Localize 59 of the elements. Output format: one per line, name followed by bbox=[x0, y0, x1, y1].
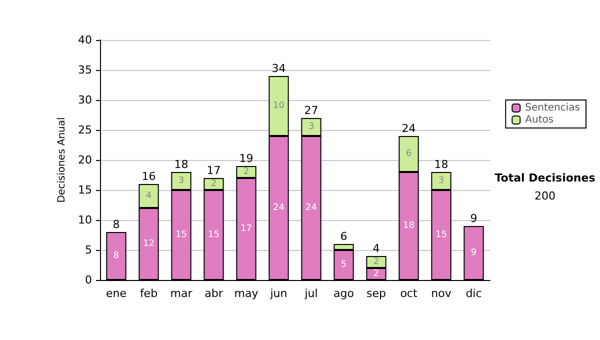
data-label: 12 bbox=[143, 239, 154, 249]
data-label: 5 bbox=[340, 260, 347, 270]
x-tick-label: jun bbox=[269, 287, 288, 300]
legend-label: Sentencias bbox=[525, 102, 580, 114]
data-label: 6 bbox=[406, 149, 412, 159]
total-label: 18 bbox=[434, 158, 448, 171]
data-label: 18 bbox=[403, 221, 415, 231]
y-tick-label: 25 bbox=[78, 124, 92, 136]
total-label: 27 bbox=[304, 104, 318, 117]
data-label: 2 bbox=[210, 179, 217, 189]
x-tick-label: oct bbox=[400, 287, 418, 300]
x-tick-label: mar bbox=[170, 287, 193, 300]
y-axis-title: Decisiones Anual bbox=[56, 117, 68, 203]
total-label: 6 bbox=[340, 230, 348, 243]
x-tick-label: abr bbox=[204, 287, 224, 300]
data-label: 3 bbox=[178, 176, 184, 186]
y-tick-label: 15 bbox=[78, 184, 92, 196]
total-label: 24 bbox=[402, 122, 416, 135]
x-tick-label: nov bbox=[431, 287, 452, 300]
y-tick-label: 5 bbox=[85, 244, 92, 256]
x-tick-label: dic bbox=[466, 287, 482, 300]
x-tick-label: ago bbox=[334, 287, 354, 300]
x-tick-label: may bbox=[234, 287, 259, 300]
y-tick-label: 30 bbox=[78, 94, 92, 106]
data-label: 4 bbox=[146, 191, 152, 201]
data-label: 2 bbox=[243, 167, 250, 177]
data-label: 3 bbox=[308, 122, 314, 132]
x-tick-label: sep bbox=[366, 287, 386, 300]
data-label: 24 bbox=[306, 203, 318, 213]
y-tick-label: 10 bbox=[78, 214, 92, 226]
data-label: 2 bbox=[373, 257, 380, 267]
data-label: 3 bbox=[438, 176, 444, 186]
y-tick-label: 20 bbox=[78, 154, 92, 166]
x-tick-label: ene bbox=[106, 287, 127, 300]
data-label: 17 bbox=[240, 224, 252, 234]
data-label: 9 bbox=[470, 248, 477, 258]
y-tick-label: 40 bbox=[78, 34, 92, 46]
legend-label: Autos bbox=[525, 114, 554, 126]
data-label: 15 bbox=[176, 230, 187, 240]
x-tick-label: feb bbox=[140, 287, 158, 300]
total-label: 4 bbox=[372, 242, 380, 255]
x-tick-label: jul bbox=[304, 287, 318, 300]
y-tick-label: 35 bbox=[78, 64, 92, 76]
data-label: 24 bbox=[273, 203, 285, 213]
data-label: 8 bbox=[113, 251, 120, 261]
text: 200 bbox=[534, 190, 556, 202]
total-label: 34 bbox=[272, 62, 286, 75]
text: Total Decisiones bbox=[494, 172, 596, 184]
total-label: 17 bbox=[206, 164, 221, 177]
total-label: 16 bbox=[142, 170, 156, 183]
data-label: 10 bbox=[273, 101, 285, 111]
total-label: 18 bbox=[174, 158, 188, 171]
total-label: 19 bbox=[239, 152, 254, 165]
data-label: 15 bbox=[436, 230, 447, 240]
data-label: 2 bbox=[373, 269, 380, 279]
y-tick-label: 0 bbox=[85, 274, 92, 286]
total-label: 8 bbox=[112, 218, 120, 231]
data-label: 15 bbox=[208, 230, 220, 240]
total-label: 9 bbox=[470, 212, 478, 225]
